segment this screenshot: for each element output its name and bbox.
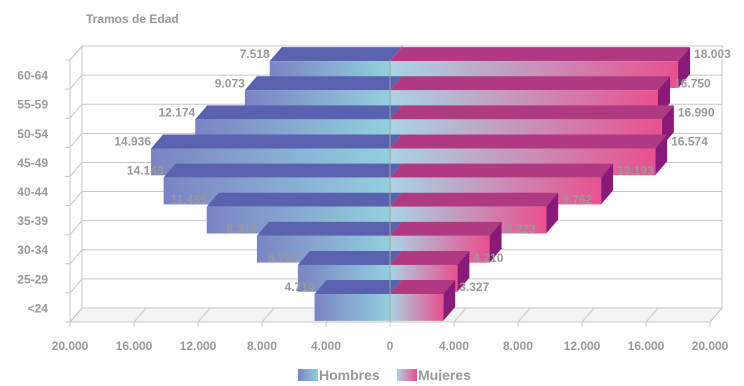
y-tick-label: <24: [28, 301, 49, 315]
bar-mujeres-top: [390, 105, 674, 120]
floor-tick: [453, 307, 467, 323]
x-tick-label: 16.000: [116, 339, 153, 353]
legend-label-hombres: Hombres: [319, 367, 380, 381]
bar-hombres-top: [314, 280, 402, 295]
x-tick-label: 0: [387, 339, 394, 353]
legend-swatch-mujeres: [397, 369, 417, 381]
x-tick-label: 8.000: [247, 339, 277, 353]
data-label-mujeres: 3.327: [459, 280, 489, 294]
bar-mujeres-top: [390, 163, 614, 178]
y-tick-label: 55-59: [17, 98, 48, 112]
gridline-h: [69, 249, 722, 265]
data-label-hombres: 5.757: [268, 251, 298, 265]
y-tick-label: 45-49: [17, 156, 48, 170]
data-label-hombres: 4.714: [285, 280, 315, 294]
bar-hombres-top: [244, 76, 402, 91]
y-tick-label: 30-34: [17, 243, 48, 257]
data-label-mujeres: 9.762: [562, 193, 592, 207]
data-label-hombres: 12.174: [159, 105, 196, 119]
bar-mujeres-top: [390, 134, 668, 149]
labels-layer: 20.000 16.000 12.000 8.000 4.000 0 4.000 8.000 1…: [17, 47, 731, 353]
floor-tick: [69, 307, 83, 323]
gridline-h: [69, 278, 722, 294]
y-tick-label: 60-64: [17, 69, 48, 83]
data-label-hombres: 14.936: [114, 134, 151, 148]
floor-tick: [645, 307, 659, 323]
x-tick-label: 12.000: [564, 339, 601, 353]
bar-mujeres-side: [678, 47, 691, 88]
bars-layer: [70, 47, 710, 323]
bar-hombres: [314, 294, 390, 321]
bar-hombres-top: [256, 221, 402, 236]
data-label-mujeres: 18.003: [694, 47, 731, 61]
y-tick-label: 40-44: [17, 185, 48, 199]
bar-mujeres-top: [390, 280, 456, 295]
floor-tick: [197, 307, 211, 323]
x-tick-label: 16.000: [628, 339, 665, 353]
bar-mujeres-side: [457, 250, 470, 292]
bar-mujeres: [390, 294, 444, 321]
bar-hombres-top: [151, 134, 402, 149]
floor-tick: [517, 307, 531, 323]
bar-hombres-top: [269, 47, 402, 62]
x-tick-label: 8.000: [503, 339, 533, 353]
data-label-hombres: 11.455: [171, 193, 207, 207]
x-tick-label: 12.000: [180, 339, 217, 353]
data-label-mujeres: 13.193: [617, 164, 654, 178]
data-label-hombres: 14.148: [127, 164, 164, 178]
data-label-hombres: 8.317: [227, 222, 257, 236]
bar-hombres-top: [297, 250, 402, 265]
legend-label-mujeres: Mujeres: [418, 367, 471, 381]
bar-mujeres-top: [390, 76, 670, 91]
bar-mujeres-side: [489, 221, 502, 263]
y-tick-label: 25-29: [17, 272, 48, 286]
gridline-h: [69, 45, 722, 61]
bar-hombres-top: [195, 105, 402, 120]
x-tick-label: 20.000: [692, 339, 729, 353]
bar-mujeres-top: [390, 192, 559, 207]
data-label-mujeres: 16.990: [678, 105, 715, 119]
legend-swatch-hombres: [298, 369, 318, 381]
data-label-mujeres: 16.750: [674, 76, 711, 90]
bar-hombres-top: [163, 163, 402, 178]
bar-mujeres-side: [546, 192, 559, 234]
y-tick-label: 50-54: [17, 127, 48, 141]
x-tick-label: 20.000: [52, 339, 89, 353]
floor-tick: [709, 307, 723, 323]
bar-mujeres-top: [390, 221, 502, 236]
x-tick-label: 4.000: [439, 339, 469, 353]
data-label-mujeres: 16.574: [671, 134, 708, 148]
x-tick-label: 4.000: [311, 339, 341, 353]
data-label-mujeres: 6.223: [506, 222, 536, 236]
legend: Hombres Mujeres: [298, 367, 471, 383]
bar-mujeres-side: [655, 134, 668, 176]
floor-tick: [581, 307, 595, 323]
y-tick-label: 35-39: [17, 214, 48, 228]
bar-hombres-top: [206, 192, 402, 207]
bar-mujeres-side: [601, 163, 614, 205]
bar-mujeres-top: [390, 250, 470, 265]
floor-tick: [261, 307, 275, 323]
bar-mujeres-top: [390, 47, 691, 62]
data-label-hombres: 7.518: [240, 47, 270, 61]
y-axis-title: Tramos de Edad: [86, 12, 179, 26]
data-label-mujeres: 4.210: [473, 251, 503, 265]
bar-mujeres-side: [443, 280, 456, 321]
floor-tick: [133, 307, 147, 323]
data-label-hombres: 9.073: [215, 76, 245, 90]
